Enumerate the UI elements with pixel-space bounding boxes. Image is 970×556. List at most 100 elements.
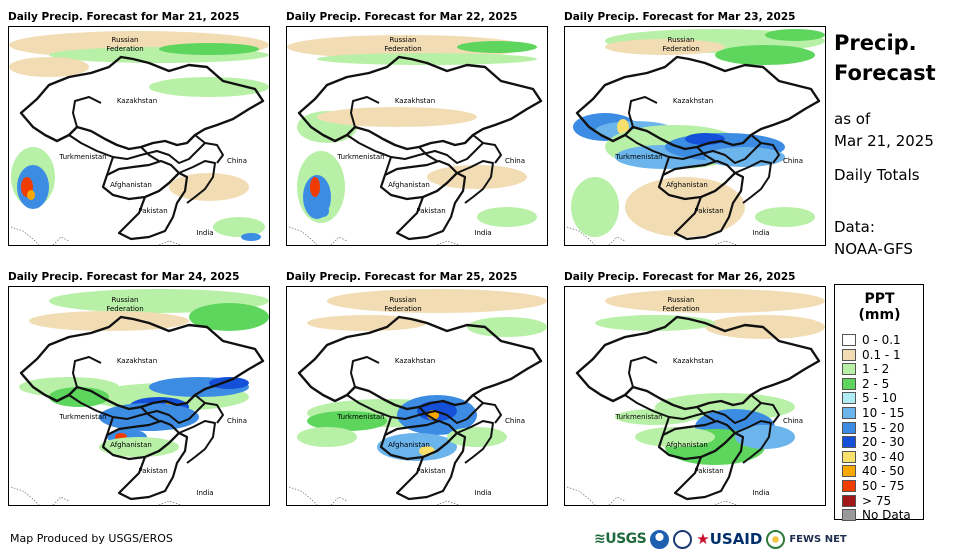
as-of-label: as of — [834, 110, 871, 128]
country-border — [750, 134, 780, 164]
precip-area — [307, 411, 387, 431]
map-label: Kazakhstan — [673, 357, 713, 365]
country-border — [624, 394, 762, 424]
data-label: Data: — [834, 218, 875, 236]
map-label: Pakistan — [138, 207, 167, 215]
legend-swatch — [842, 334, 856, 346]
precip-area — [327, 289, 547, 313]
coastline — [288, 486, 460, 505]
country-border — [628, 96, 658, 128]
precip-area — [169, 173, 249, 201]
map-label: Kazakhstan — [395, 97, 435, 105]
map-label: Turkmenistan — [614, 153, 662, 161]
map-credit: Map Produced by USGS/EROS — [10, 532, 173, 545]
legend-label: 5 - 10 — [862, 391, 897, 406]
precip-area — [310, 177, 320, 197]
legend-item: 1 - 2 — [842, 362, 923, 376]
coastline — [566, 226, 738, 245]
region-outline — [297, 315, 543, 411]
precip-area — [287, 35, 527, 59]
map-label: China — [505, 417, 525, 425]
precip-area — [705, 147, 785, 167]
legend-item: 30 - 40 — [842, 450, 923, 464]
legend-swatch — [842, 494, 856, 507]
country-border — [734, 160, 772, 204]
map-label: Federation — [662, 45, 699, 53]
country-border — [624, 134, 762, 164]
country-border — [418, 406, 438, 422]
as-of-block: as of Mar 21, 2025 — [834, 108, 934, 152]
map-label: Pakistan — [694, 207, 723, 215]
country-border — [72, 96, 102, 128]
panel-title: Daily Precip. Forecast for Mar 25, 2025 — [286, 271, 518, 283]
legend-item: 0 - 0.1 — [842, 333, 923, 347]
country-border — [68, 394, 206, 424]
country-border — [106, 416, 114, 436]
country-border — [194, 134, 224, 164]
precip-area — [149, 77, 269, 97]
map-frame: Russian Federation Kazakhstan Turkmenistan A… — [564, 26, 826, 246]
map-frame: Russian Federation Kazakhstan Turkmenistan A… — [286, 286, 548, 506]
map-label: Federation — [384, 305, 421, 313]
map-label: Pakistan — [416, 207, 445, 215]
legend-label: 10 - 15 — [862, 405, 905, 420]
data-source-block: Data: NOAA-GFS — [834, 216, 913, 260]
legend-swatch — [842, 377, 856, 390]
map-frame: Russian Federation Kazakhstan Turkmenistan A… — [8, 26, 270, 246]
legend-swatch — [842, 479, 856, 492]
precip-area — [595, 315, 715, 331]
map-panel-6: Daily Precip. Forecast for Mar 26, 2025 … — [564, 270, 826, 506]
precip-area — [617, 119, 629, 135]
legend-item: 5 - 10 — [842, 391, 923, 405]
fews-net-globe-icon — [766, 529, 786, 549]
map-label: India — [474, 229, 491, 237]
map-label: Afghanistan — [388, 441, 430, 449]
legend-swatch — [842, 450, 856, 463]
panel-title: Daily Precip. Forecast for Mar 23, 2025 — [564, 11, 796, 23]
precip-area — [427, 165, 527, 189]
country-border — [140, 146, 160, 162]
map-label: Afghanistan — [666, 181, 708, 189]
country-border — [72, 356, 102, 388]
map-label: Turkmenistan — [58, 413, 106, 421]
map-label: Turkmenistan — [58, 153, 106, 161]
legend-swatch — [842, 436, 856, 449]
map-label: Russian — [112, 296, 139, 304]
map-label: Pakistan — [416, 467, 445, 475]
country-border — [384, 416, 392, 436]
country-border — [628, 356, 658, 388]
legend-label: 0 - 0.1 — [862, 333, 901, 347]
map-label: India — [196, 489, 213, 497]
country-border — [696, 406, 716, 422]
partner-logos: ≋USGS ★USAID FEWS NET — [594, 528, 847, 550]
country-border — [384, 156, 392, 176]
precip-area — [29, 311, 189, 331]
precip-area — [605, 39, 725, 55]
country-border — [106, 156, 114, 176]
map-frame: Russian Federation Kazakhstan Turkmenistan A… — [286, 26, 548, 246]
country-border — [418, 146, 438, 162]
map-label: China — [505, 157, 525, 165]
panel-title: Daily Precip. Forecast for Mar 22, 2025 — [286, 11, 518, 23]
map-label: China — [783, 417, 803, 425]
coastline — [288, 226, 460, 245]
legend-swatch — [842, 406, 856, 419]
precip-area — [765, 29, 825, 41]
country-border — [140, 406, 160, 422]
map-label: China — [783, 157, 803, 165]
data-source: NOAA-GFS — [834, 240, 913, 258]
legend-swatch — [842, 465, 856, 478]
country-border — [662, 156, 670, 176]
state-department-seal-icon — [673, 529, 693, 549]
country-border — [346, 134, 484, 164]
map-label: China — [227, 157, 247, 165]
country-border — [472, 134, 502, 164]
precip-area — [241, 233, 261, 241]
precip-area — [447, 427, 507, 447]
panel-title: Daily Precip. Forecast for Mar 24, 2025 — [8, 271, 240, 283]
panel-title: Daily Precip. Forecast for Mar 26, 2025 — [564, 271, 796, 283]
